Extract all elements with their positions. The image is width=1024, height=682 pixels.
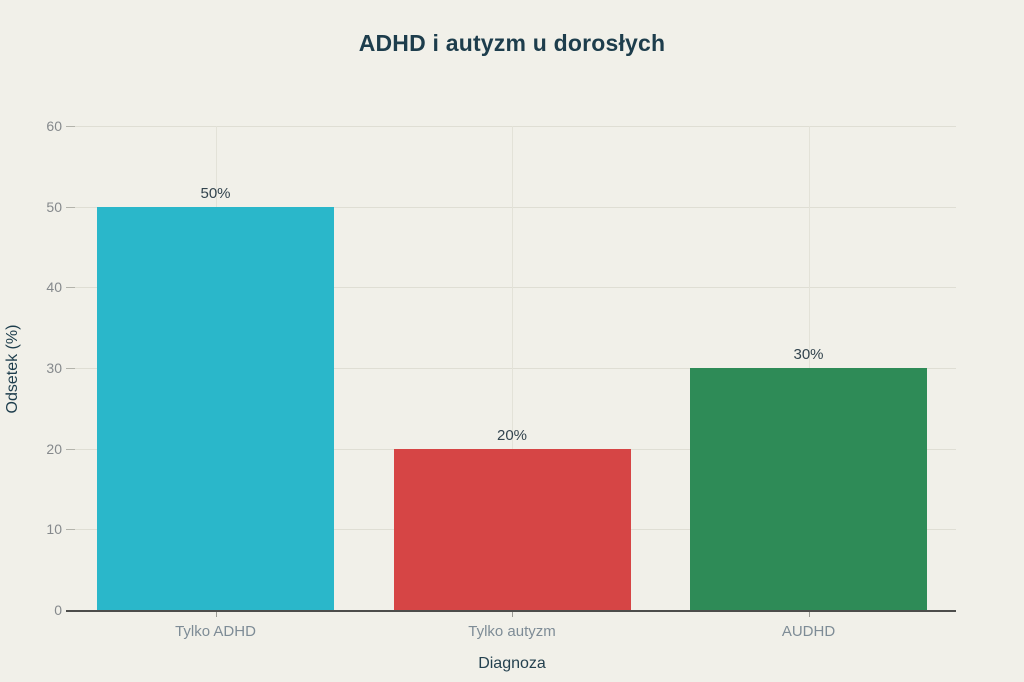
y-tick-label: 10	[46, 521, 62, 538]
y-tick-mark	[66, 126, 75, 127]
y-tick-mark	[66, 368, 75, 369]
x-axis-line	[66, 610, 956, 612]
bar-tylko-adhd	[97, 206, 334, 610]
y-tick-label: 50	[46, 198, 62, 215]
x-tick-mark	[215, 612, 217, 617]
x-axis-title: Diagnoza	[478, 655, 546, 672]
y-tick-label: 0	[54, 602, 62, 618]
x-category-label: Tylko autyzm	[468, 623, 556, 640]
y-tick-label: 40	[46, 279, 62, 296]
x-category-label: AUDHD	[781, 623, 836, 640]
x-tick-mark	[808, 612, 810, 617]
y-tick-mark	[66, 529, 75, 531]
x-tick-mark	[512, 612, 513, 617]
bar-value-label: 20%	[496, 426, 528, 444]
y-axis-title: Odsetek (%)	[4, 324, 21, 414]
chart-title: ADHD i autyzm u dorosłych	[358, 30, 666, 56]
y-tick-mark	[66, 287, 75, 289]
h-gridline	[75, 206, 956, 208]
bar-audhd	[690, 368, 927, 610]
bar-value-label: 30%	[793, 346, 824, 363]
v-gridline	[512, 126, 513, 610]
h-gridline	[75, 126, 956, 127]
y-tick-label: 30	[46, 360, 62, 376]
x-category-label: Tylko ADHD	[175, 623, 256, 640]
h-gridline	[75, 368, 956, 369]
y-tick-label: 20	[46, 440, 62, 457]
bar-tylko-autyzm	[393, 448, 631, 610]
y-tick-label: 60	[46, 118, 62, 134]
y-tick-mark	[66, 206, 75, 208]
bar-value-label: 50%	[200, 184, 231, 202]
y-tick-mark	[66, 448, 75, 450]
h-gridline	[75, 287, 956, 289]
